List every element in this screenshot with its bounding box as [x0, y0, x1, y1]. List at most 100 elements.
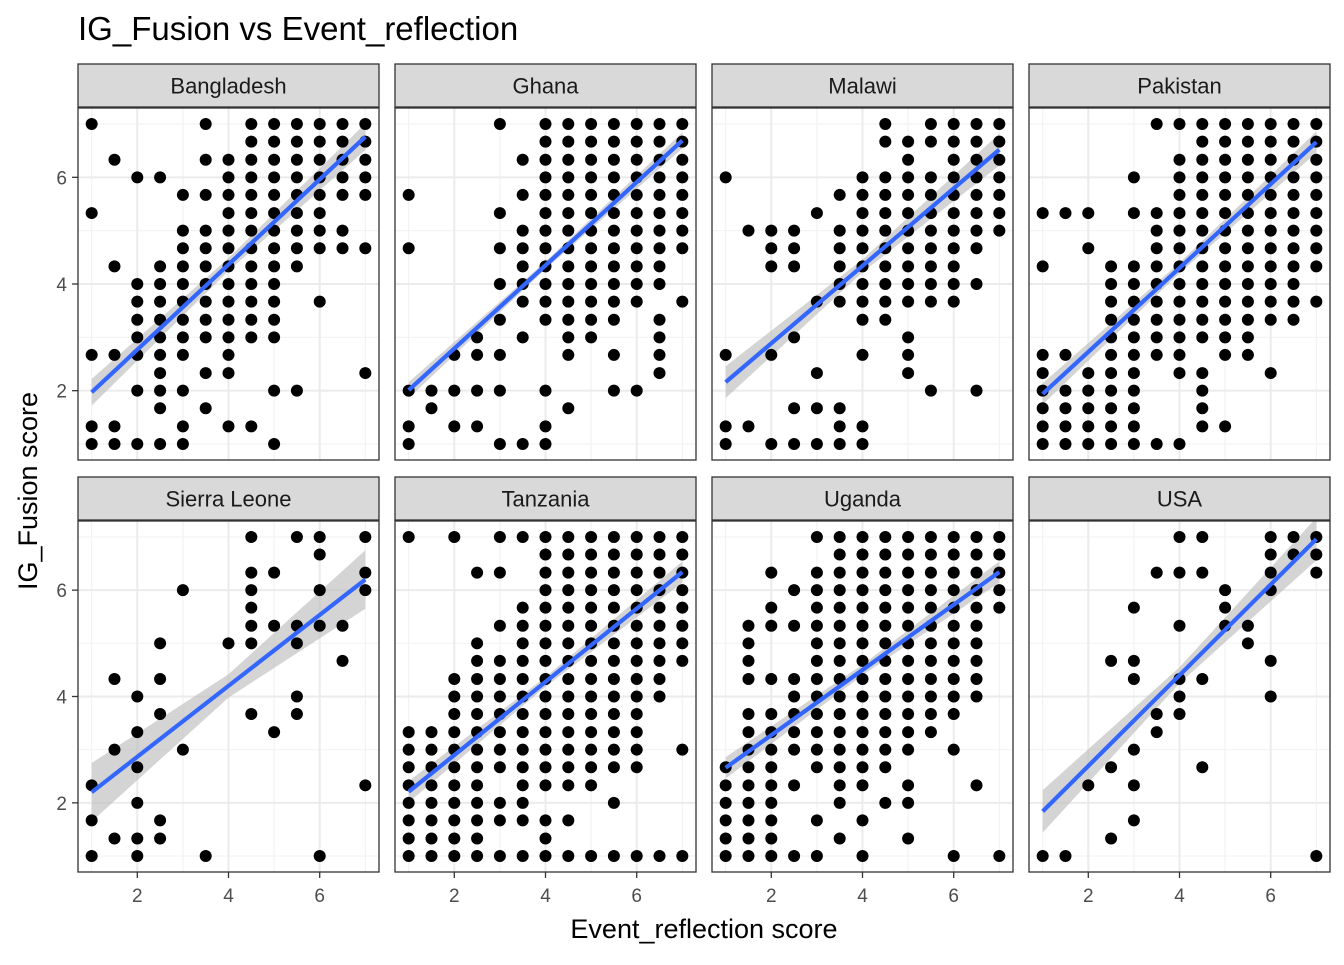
- data-point: [493, 796, 506, 809]
- data-point: [336, 619, 349, 632]
- data-point: [765, 260, 778, 273]
- regression-line: [1041, 140, 1318, 396]
- data-point: [924, 171, 937, 184]
- data-point: [154, 438, 167, 450]
- data-point: [336, 242, 349, 255]
- data-point: [856, 566, 869, 579]
- data-point: [1241, 313, 1254, 326]
- data-point: [993, 118, 1006, 130]
- data-point: [199, 313, 212, 326]
- data-point: [833, 188, 846, 201]
- data-point: [313, 584, 326, 597]
- data-point: [676, 171, 689, 184]
- data-point: [1310, 295, 1323, 308]
- x-tick-label: 2: [132, 886, 143, 907]
- data-point: [765, 242, 778, 255]
- data-point: [947, 153, 960, 166]
- data-point: [630, 726, 643, 739]
- data-point: [1310, 242, 1323, 255]
- data-point: [630, 566, 643, 579]
- facet-strip-label: USA: [1157, 487, 1203, 512]
- data-point: [1241, 348, 1254, 361]
- data-point: [856, 761, 869, 774]
- data-point: [1059, 348, 1072, 361]
- data-point: [833, 708, 846, 721]
- data-point: [788, 690, 801, 703]
- data-point: [516, 726, 529, 739]
- data-point: [856, 295, 869, 308]
- data-point: [154, 708, 167, 721]
- data-point: [742, 761, 755, 774]
- data-point: [993, 153, 1006, 166]
- data-point: [1105, 313, 1118, 326]
- data-point: [562, 708, 575, 721]
- data-point: [765, 779, 778, 792]
- data-point: [1310, 118, 1323, 130]
- data-point: [1127, 654, 1140, 667]
- data-point: [1036, 207, 1049, 220]
- x-tick-label: 2: [766, 886, 777, 907]
- data-point: [585, 566, 598, 579]
- data-point: [585, 331, 598, 344]
- data-point: [833, 654, 846, 667]
- data-point: [765, 832, 778, 845]
- data-point: [879, 743, 892, 756]
- data-point: [1082, 779, 1095, 792]
- data-point: [516, 153, 529, 166]
- data-point: [833, 420, 846, 433]
- data-point: [1219, 313, 1232, 326]
- data-point: [856, 850, 869, 863]
- data-point: [1196, 313, 1209, 326]
- data-point: [1059, 384, 1072, 397]
- data-point: [1173, 530, 1186, 543]
- data-point: [810, 601, 823, 614]
- data-point: [539, 761, 552, 774]
- data-point: [402, 438, 415, 450]
- data-point: [562, 224, 575, 237]
- data-point: [493, 761, 506, 774]
- data-point: [902, 188, 915, 201]
- regression-line: [1041, 537, 1318, 813]
- data-point: [245, 188, 258, 201]
- data-point: [493, 438, 506, 450]
- data-point: [1036, 850, 1049, 863]
- data-point: [539, 779, 552, 792]
- data-point: [290, 224, 303, 237]
- data-point: [630, 278, 643, 290]
- data-point: [856, 278, 869, 290]
- data-point: [402, 726, 415, 739]
- data-point: [1241, 188, 1254, 201]
- data-point: [924, 654, 937, 667]
- facet-strip: [77, 63, 380, 108]
- data-point: [402, 188, 415, 201]
- data-point: [199, 367, 212, 380]
- data-point: [245, 260, 258, 273]
- data-point: [653, 601, 666, 614]
- data-point: [924, 548, 937, 561]
- panel-border: [711, 107, 1014, 461]
- data-point: [108, 672, 121, 685]
- data-point: [516, 530, 529, 543]
- data-point: [176, 278, 189, 290]
- data-point: [448, 530, 461, 543]
- data-point: [1173, 619, 1186, 632]
- data-point: [1264, 690, 1277, 703]
- data-point: [493, 242, 506, 255]
- data-point: [1173, 171, 1186, 184]
- data-point: [1150, 118, 1163, 130]
- data-point: [245, 171, 258, 184]
- data-point: [653, 313, 666, 326]
- data-point: [268, 207, 281, 220]
- data-point: [833, 637, 846, 650]
- data-point: [879, 708, 892, 721]
- data-point: [448, 850, 461, 863]
- data-point: [539, 619, 552, 632]
- data-point: [539, 726, 552, 739]
- data-point: [856, 584, 869, 597]
- data-point: [131, 726, 144, 739]
- data-point: [199, 260, 212, 273]
- data-point: [336, 188, 349, 201]
- data-point: [1196, 135, 1209, 148]
- data-point: [676, 242, 689, 255]
- data-point: [199, 850, 212, 863]
